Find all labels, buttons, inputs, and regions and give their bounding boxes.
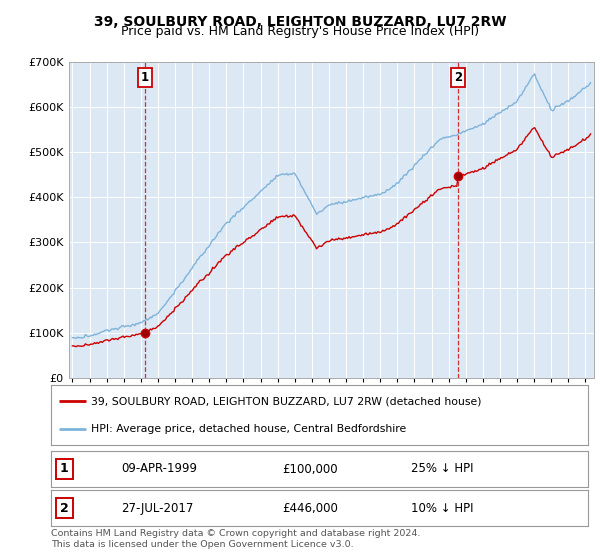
Text: 39, SOULBURY ROAD, LEIGHTON BUZZARD, LU7 2RW (detached house): 39, SOULBURY ROAD, LEIGHTON BUZZARD, LU7… — [91, 396, 482, 406]
Text: 25% ↓ HPI: 25% ↓ HPI — [411, 463, 473, 475]
Text: Contains HM Land Registry data © Crown copyright and database right 2024.
This d: Contains HM Land Registry data © Crown c… — [51, 529, 421, 549]
Text: 1: 1 — [141, 71, 149, 83]
Text: HPI: Average price, detached house, Central Bedfordshire: HPI: Average price, detached house, Cent… — [91, 424, 407, 434]
Text: 2: 2 — [454, 71, 462, 83]
Text: 1: 1 — [60, 463, 69, 475]
Text: £446,000: £446,000 — [282, 502, 338, 515]
Text: 10% ↓ HPI: 10% ↓ HPI — [411, 502, 473, 515]
Text: 2: 2 — [60, 502, 69, 515]
Text: Price paid vs. HM Land Registry's House Price Index (HPI): Price paid vs. HM Land Registry's House … — [121, 25, 479, 38]
Text: 09-APR-1999: 09-APR-1999 — [121, 463, 197, 475]
Text: 27-JUL-2017: 27-JUL-2017 — [121, 502, 193, 515]
Text: 39, SOULBURY ROAD, LEIGHTON BUZZARD, LU7 2RW: 39, SOULBURY ROAD, LEIGHTON BUZZARD, LU7… — [94, 15, 506, 29]
Text: £100,000: £100,000 — [282, 463, 338, 475]
